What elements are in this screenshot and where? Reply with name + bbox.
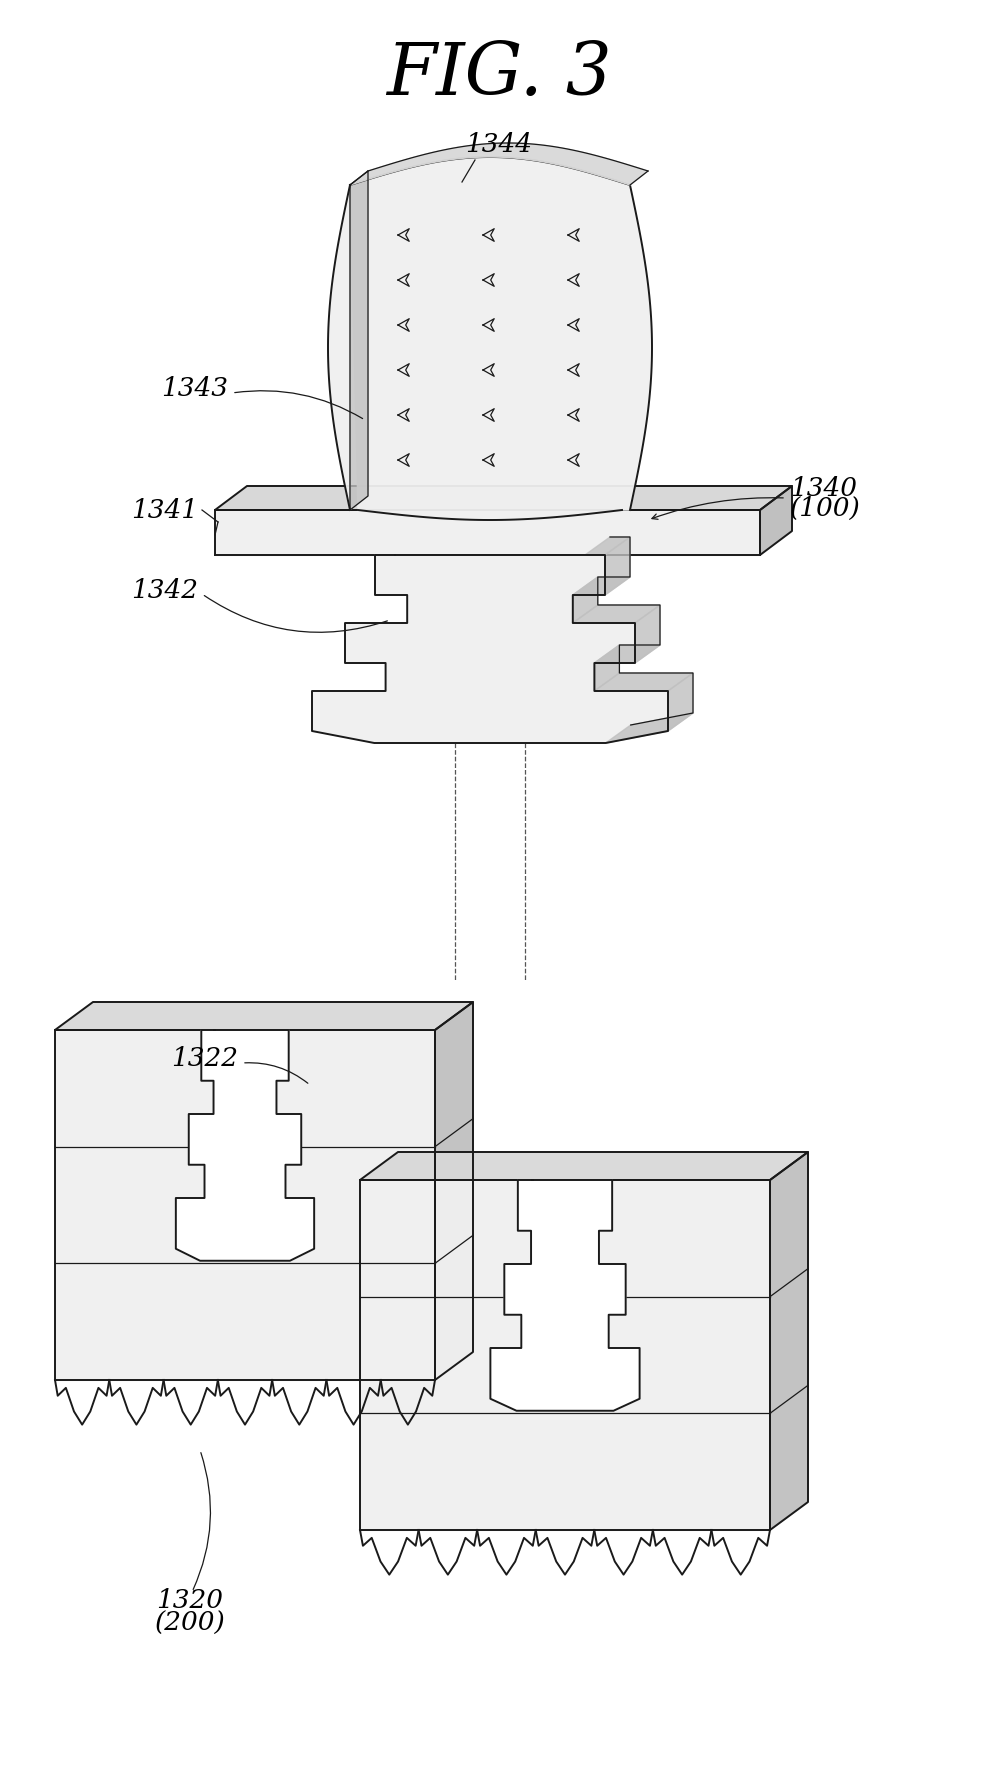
Polygon shape bbox=[55, 1002, 473, 1031]
Text: 1343: 1343 bbox=[161, 375, 228, 401]
Text: 1322: 1322 bbox=[171, 1045, 238, 1070]
Polygon shape bbox=[594, 674, 693, 691]
Polygon shape bbox=[328, 157, 652, 520]
Text: 1342: 1342 bbox=[131, 578, 198, 603]
Polygon shape bbox=[176, 1031, 314, 1261]
Text: FIG. 3: FIG. 3 bbox=[387, 39, 611, 110]
Polygon shape bbox=[572, 605, 660, 622]
Polygon shape bbox=[312, 555, 668, 743]
Text: (100): (100) bbox=[790, 495, 861, 520]
Text: 1340: 1340 bbox=[790, 476, 857, 500]
Text: 1320: 1320 bbox=[157, 1588, 224, 1612]
Polygon shape bbox=[215, 486, 792, 509]
Polygon shape bbox=[572, 576, 597, 622]
Polygon shape bbox=[350, 143, 648, 186]
Text: 1344: 1344 bbox=[466, 133, 532, 157]
Polygon shape bbox=[491, 1179, 639, 1411]
Polygon shape bbox=[572, 576, 630, 596]
Polygon shape bbox=[605, 713, 693, 743]
Polygon shape bbox=[594, 645, 660, 663]
Polygon shape bbox=[585, 537, 630, 555]
Polygon shape bbox=[594, 645, 619, 691]
Polygon shape bbox=[360, 1153, 808, 1179]
Polygon shape bbox=[770, 1153, 808, 1529]
Polygon shape bbox=[635, 605, 660, 663]
Polygon shape bbox=[435, 1002, 473, 1381]
Polygon shape bbox=[360, 1179, 770, 1529]
Polygon shape bbox=[605, 537, 630, 596]
Polygon shape bbox=[55, 1031, 435, 1381]
Text: (200): (200) bbox=[155, 1611, 226, 1635]
Polygon shape bbox=[215, 509, 760, 555]
Polygon shape bbox=[668, 674, 693, 730]
Polygon shape bbox=[760, 486, 792, 555]
Text: 1341: 1341 bbox=[131, 497, 198, 523]
Polygon shape bbox=[350, 171, 368, 509]
